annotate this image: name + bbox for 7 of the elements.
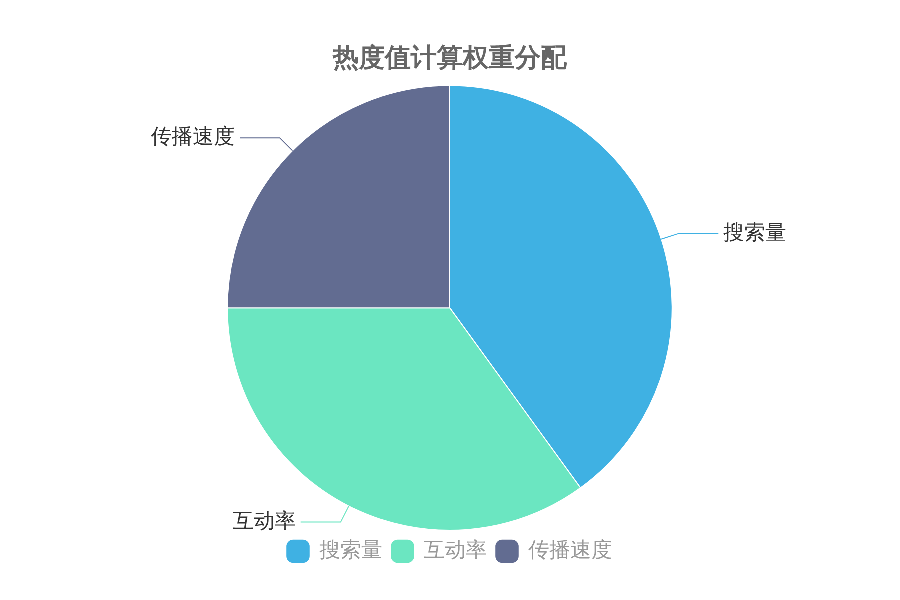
legend-label: 传播速度 bbox=[528, 538, 612, 562]
legend-label: 搜索量 bbox=[319, 538, 382, 562]
legend-label: 互动率 bbox=[424, 538, 487, 562]
slice-label: 传播速度 bbox=[151, 124, 236, 149]
chart-title: 热度值计算权重分配 bbox=[332, 43, 568, 74]
slice-label: 搜索量 bbox=[724, 220, 787, 244]
slice-label: 互动率 bbox=[232, 508, 296, 533]
